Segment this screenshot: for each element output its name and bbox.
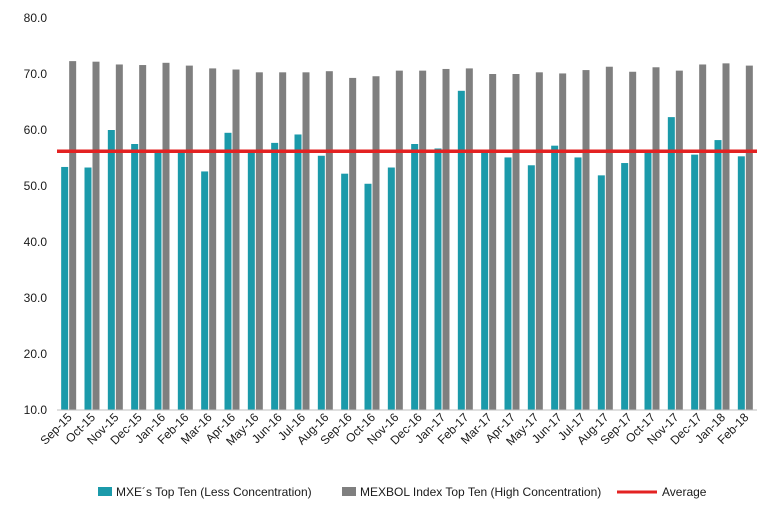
bar-mexbol-top-ten <box>652 67 660 410</box>
bar-mxe-top-ten <box>247 152 255 410</box>
bar-mexbol-top-ten <box>92 61 100 411</box>
bar-mexbol-top-ten <box>185 65 193 410</box>
bar-mexbol-top-ten <box>232 69 240 411</box>
bar-mxe-top-ten <box>691 154 699 410</box>
bar-mxe-top-ten <box>574 157 582 410</box>
y-tick-label: 40.0 <box>24 235 48 249</box>
bar-mexbol-top-ten <box>162 62 170 411</box>
bar-mxe-top-ten <box>364 183 372 410</box>
y-tick-label: 80.0 <box>24 11 48 25</box>
bar-mxe-top-ten <box>201 171 209 410</box>
bar-mxe-top-ten <box>387 167 395 410</box>
bar-mxe-top-ten <box>527 165 535 410</box>
bar-mexbol-top-ten <box>629 71 637 410</box>
legend: MXE´s Top Ten (Less Concentration) MEXBOL… <box>98 485 707 499</box>
y-tick-label: 60.0 <box>24 123 48 137</box>
y-tick-label: 70.0 <box>24 67 48 81</box>
bar-mexbol-top-ten <box>302 72 310 410</box>
y-axis: 10.0 20.0 30.0 40.0 50.0 60.0 70.0 80.0 <box>24 11 48 417</box>
bar-mxe-top-ten <box>504 157 512 410</box>
bar-mxe-top-ten <box>317 155 325 410</box>
bar-mexbol-top-ten <box>582 70 590 410</box>
bar-mxe-top-ten <box>341 173 349 410</box>
bar-mexbol-top-ten <box>372 76 380 411</box>
bar-mxe-top-ten <box>597 175 605 410</box>
bars <box>61 61 753 411</box>
bar-mxe-top-ten <box>61 166 69 410</box>
bar-mexbol-top-ten <box>209 68 217 411</box>
legend-item-average: Average <box>617 485 707 499</box>
bar-mxe-top-ten <box>131 144 139 410</box>
bar-mxe-top-ten <box>714 140 722 410</box>
y-tick-label: 30.0 <box>24 291 48 305</box>
bar-mxe-top-ten <box>621 163 629 410</box>
bar-mexbol-top-ten <box>605 66 613 410</box>
bar-mexbol-top-ten <box>465 68 473 411</box>
bar-mexbol-top-ten <box>512 74 520 410</box>
bar-mexbol-top-ten <box>442 68 450 411</box>
bar-mexbol-top-ten <box>255 72 263 410</box>
bar-mxe-top-ten <box>154 152 162 410</box>
legend-label: MEXBOL Index Top Ten (High Concentration… <box>360 485 601 499</box>
bar-mexbol-top-ten <box>419 70 427 410</box>
x-axis: Sep-15Oct-15Nov-15Dec-15Jan-16Feb-16Mar-… <box>38 409 757 448</box>
bar-mexbol-top-ten <box>395 70 403 410</box>
bar-mxe-top-ten <box>107 130 115 410</box>
bar-mexbol-top-ten <box>489 74 497 410</box>
bar-mxe-top-ten <box>177 152 185 410</box>
bar-mxe-top-ten <box>294 134 302 411</box>
y-tick-label: 50.0 <box>24 179 48 193</box>
bar-mexbol-top-ten <box>722 63 730 411</box>
legend-item-mxe: MXE´s Top Ten (Less Concentration) <box>98 485 312 499</box>
bar-mxe-top-ten <box>434 148 442 411</box>
bar-mxe-top-ten <box>667 117 675 411</box>
bar-mexbol-top-ten <box>349 77 357 411</box>
bar-mexbol-top-ten <box>675 70 683 410</box>
bar-mexbol-top-ten <box>325 71 333 410</box>
bar-mxe-top-ten <box>224 132 232 411</box>
y-tick-label: 20.0 <box>24 347 48 361</box>
bar-mexbol-top-ten <box>559 73 567 410</box>
bar-mxe-top-ten <box>551 145 559 410</box>
bar-mexbol-top-ten <box>745 65 753 410</box>
y-tick-label: 10.0 <box>24 403 48 417</box>
bar-mxe-top-ten <box>481 152 489 410</box>
legend-label: Average <box>662 485 707 499</box>
bar-mexbol-top-ten <box>139 65 147 410</box>
bar-mexbol-top-ten <box>115 64 123 410</box>
legend-label: MXE´s Top Ten (Less Concentration) <box>116 485 312 499</box>
bar-mexbol-top-ten <box>69 61 77 411</box>
legend-swatch <box>342 487 356 496</box>
legend-swatch <box>98 487 112 496</box>
bar-mxe-top-ten <box>271 142 279 410</box>
bar-mxe-top-ten <box>84 167 92 410</box>
bar-mexbol-top-ten <box>279 72 287 410</box>
bar-mxe-top-ten <box>411 144 419 410</box>
bar-mexbol-top-ten <box>535 72 543 410</box>
bar-mxe-top-ten <box>644 152 652 410</box>
bar-mexbol-top-ten <box>699 64 707 410</box>
legend-item-mexbol: MEXBOL Index Top Ten (High Concentration… <box>342 485 601 499</box>
bar-mxe-top-ten <box>457 90 465 411</box>
bar-mxe-top-ten <box>737 156 745 410</box>
